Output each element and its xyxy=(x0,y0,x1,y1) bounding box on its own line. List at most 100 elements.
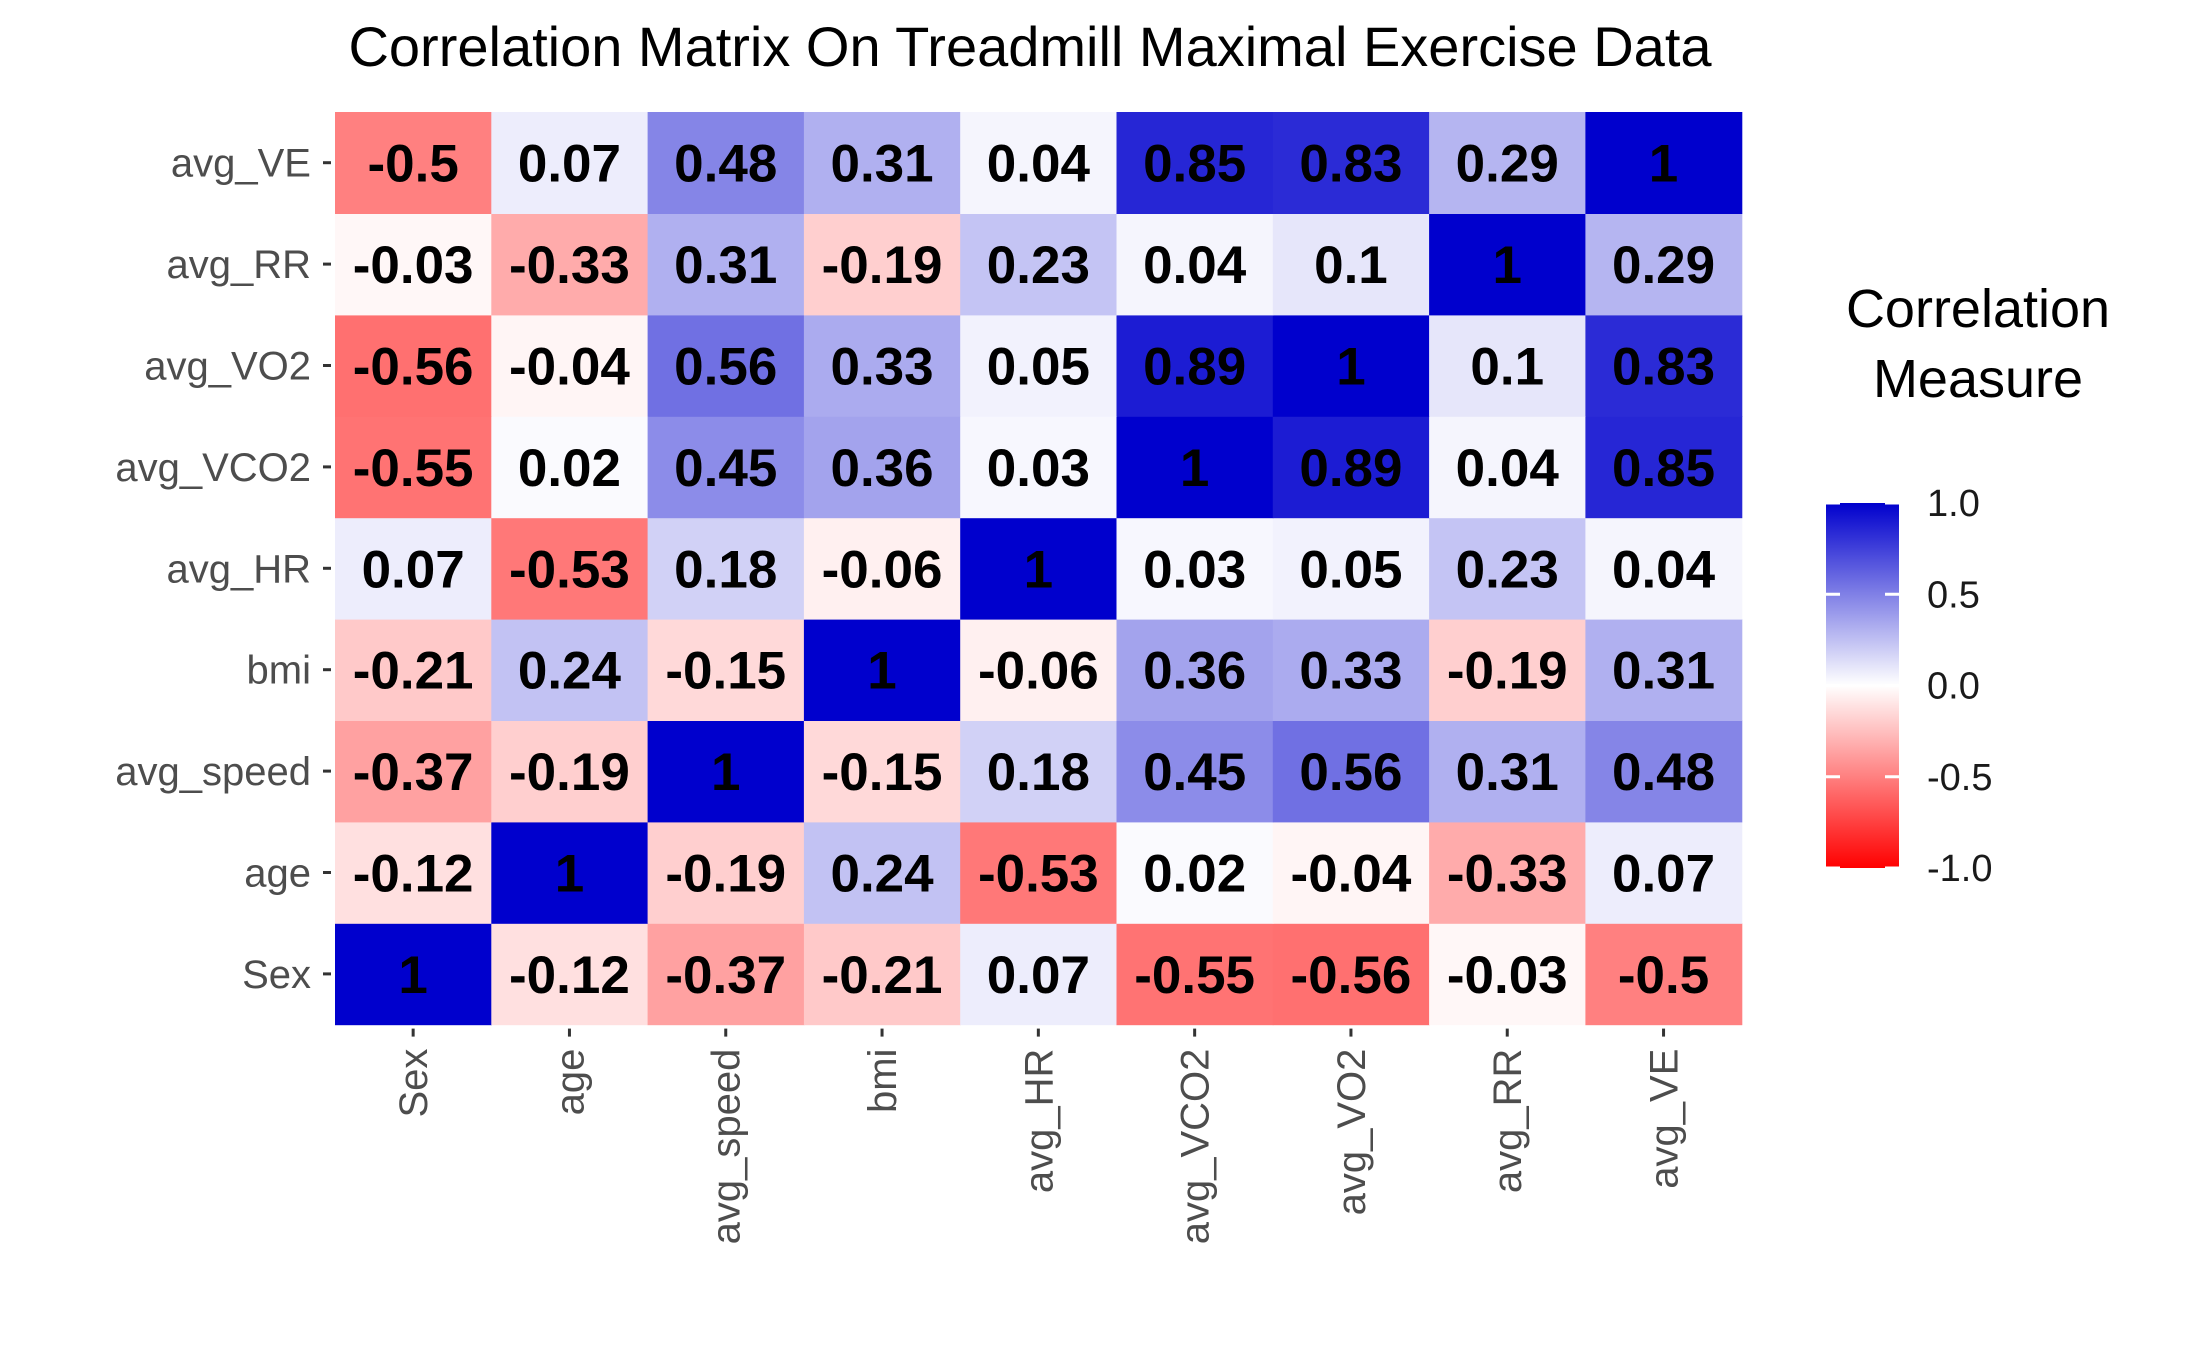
cell-value-label: 0.31 xyxy=(830,135,933,194)
legend-title-line: Correlation xyxy=(1846,279,2110,339)
heatmap-cell-avg_VO2-avg_RR xyxy=(1429,314,1586,417)
heatmap-cell-avg_speed-avg_speed xyxy=(647,720,805,823)
heatmap-cell-avg_HR-Sex xyxy=(335,517,492,620)
cell-value-label: 0.23 xyxy=(987,236,1090,295)
cell-value-label: 0.29 xyxy=(1456,135,1559,194)
heatmap-cell-avg_VO2-avg_VO2 xyxy=(1272,314,1430,417)
cell-value-label: 0.04 xyxy=(1143,236,1247,295)
cell-value-label: -0.12 xyxy=(509,946,630,1005)
heatmap-cell-avg_VE-avg_VE xyxy=(1585,112,1743,214)
heatmap-cell-Sex-avg_VO2 xyxy=(1272,923,1430,1026)
cell-value-label: 0.56 xyxy=(1299,743,1402,802)
heatmap-cell-avg_VE-bmi xyxy=(803,112,961,214)
cell-value-label: -0.56 xyxy=(1291,946,1412,1005)
x-tick-label-avg_HR: avg_HR xyxy=(1017,1049,1061,1194)
heatmap-cell-avg_VCO2-avg_speed xyxy=(647,416,805,519)
cell-value-label: 1 xyxy=(555,845,584,904)
y-tick-label-avg_RR: avg_RR xyxy=(166,243,311,287)
heatmap-cell-age-bmi xyxy=(803,821,961,924)
heatmap-cell-age-avg_HR xyxy=(960,821,1118,924)
heatmap-cell-avg_HR-avg_VO2 xyxy=(1272,517,1430,620)
cell-value-label: 0.56 xyxy=(674,338,777,397)
heatmap-cell-avg_RR-avg_RR xyxy=(1429,213,1586,316)
heatmap-cell-avg_RR-age xyxy=(491,213,649,316)
cell-value-label: -0.19 xyxy=(665,845,786,904)
heatmap-cell-avg_speed-avg_VE xyxy=(1585,720,1743,823)
cell-value-label: -0.55 xyxy=(353,439,474,498)
cell-value-label: -0.12 xyxy=(353,845,474,904)
y-tick-label-Sex: Sex xyxy=(242,953,311,997)
heatmap-cell-avg_RR-bmi xyxy=(803,213,961,316)
heatmap-cell-age-Sex xyxy=(335,821,492,924)
cell-value-label: -0.04 xyxy=(509,338,630,397)
cell-value-label: -0.19 xyxy=(822,236,943,295)
cell-value-label: -0.33 xyxy=(509,236,630,295)
heatmap-cell-avg_HR-avg_HR xyxy=(960,517,1118,620)
heatmap-cell-avg_VE-avg_speed xyxy=(647,112,805,214)
cell-value-label: 0.04 xyxy=(987,135,1091,194)
heatmap-cell-avg_VCO2-avg_HR xyxy=(960,416,1118,519)
cell-value-label: -0.03 xyxy=(353,236,474,295)
heatmap-cell-avg_VCO2-bmi xyxy=(803,416,961,519)
heatmap-cell-avg_VCO2-age xyxy=(491,416,649,519)
cell-value-label: 0.04 xyxy=(1612,540,1716,599)
cell-value-label: 0.36 xyxy=(1143,642,1246,701)
heatmap-cell-avg_VO2-age xyxy=(491,314,649,417)
cell-value-label: -0.56 xyxy=(353,338,474,397)
heatmap-cell-age-avg_VCO2 xyxy=(1116,821,1274,924)
heatmap-cell-avg_speed-avg_HR xyxy=(960,720,1118,823)
cell-value-label: -0.06 xyxy=(978,642,1099,701)
x-tick-label-avg_VO2: avg_VO2 xyxy=(1330,1049,1374,1216)
cell-value-label: -0.21 xyxy=(822,946,943,1005)
legend-tick-label: -1.0 xyxy=(1927,848,1992,890)
x-axis: Sex age avg_speed bmi avg_HR avg_VCO2 avg_VO2 a… xyxy=(392,1028,1687,1244)
x-tick-label-avg_VE: avg_VE xyxy=(1643,1049,1687,1189)
x-tick-label-avg_RR: avg_RR xyxy=(1486,1049,1530,1194)
cell-value-label: 0.05 xyxy=(987,338,1090,397)
heatmap-cell-Sex-bmi xyxy=(803,923,961,1026)
cell-value-label: -0.53 xyxy=(978,845,1099,904)
cell-value-label: 0.36 xyxy=(830,439,933,498)
cell-value-label: 0.03 xyxy=(987,439,1090,498)
heatmap-cell-avg_HR-bmi xyxy=(803,517,961,620)
heatmap-cell-avg_HR-avg_VCO2 xyxy=(1116,517,1274,620)
cell-value-label: 0.07 xyxy=(1612,845,1715,904)
legend-tick-label: 0.5 xyxy=(1927,574,1980,616)
y-tick-label-bmi: bmi xyxy=(247,649,311,693)
heatmap-cell-age-avg_RR xyxy=(1429,821,1586,924)
heatmap-cell-avg_VO2-avg_speed xyxy=(647,314,805,417)
heatmap-cell-avg_VCO2-avg_VO2 xyxy=(1272,416,1430,519)
heatmap-cell-avg_RR-avg_VCO2 xyxy=(1116,213,1274,316)
cell-value-label: 0.1 xyxy=(1314,236,1388,295)
y-tick-label-age: age xyxy=(244,852,311,896)
cell-value-label: -0.5 xyxy=(1618,946,1709,1005)
heatmap-cell-bmi-avg_speed xyxy=(647,619,805,721)
heatmap-cell-Sex-avg_HR xyxy=(960,923,1118,1026)
heatmap-cell-avg_VO2-bmi xyxy=(803,314,961,417)
heatmap-cell-avg_VO2-avg_VCO2 xyxy=(1116,314,1274,417)
legend-tick-label: -0.5 xyxy=(1927,757,1992,799)
cell-value-label: 1 xyxy=(867,642,896,701)
heatmap-cell-age-avg_speed xyxy=(647,821,805,924)
heatmap-cell-bmi-Sex xyxy=(335,619,492,721)
heatmap-cell-avg_VE-Sex xyxy=(335,112,492,214)
heatmap-cell-bmi-avg_VE xyxy=(1585,619,1743,721)
cell-value-label: 0.31 xyxy=(1456,743,1559,802)
cell-value-label: -0.04 xyxy=(1291,845,1412,904)
legend-title-line: Measure xyxy=(1873,349,2083,409)
cell-value-label: 0.03 xyxy=(1143,540,1246,599)
heatmap-cell-bmi-avg_HR xyxy=(960,619,1118,721)
heatmap-cell-avg_VE-avg_RR xyxy=(1429,112,1586,214)
cell-value-label: 0.24 xyxy=(830,845,934,904)
heatmap-cell-bmi-avg_RR xyxy=(1429,619,1586,721)
cell-value-label: 0.02 xyxy=(1143,845,1246,904)
cell-value-label: 0.04 xyxy=(1456,439,1560,498)
cell-value-label: 0.18 xyxy=(987,743,1090,802)
cell-value-label: 0.05 xyxy=(1299,540,1402,599)
cell-value-label: -0.55 xyxy=(1134,946,1255,1005)
heatmap-cell-avg_HR-avg_VE xyxy=(1585,517,1743,620)
heatmap-cell-avg_VCO2-avg_VCO2 xyxy=(1116,416,1274,519)
x-tick-label-bmi: bmi xyxy=(861,1049,905,1113)
heatmap-cell-avg_VE-age xyxy=(491,112,649,214)
